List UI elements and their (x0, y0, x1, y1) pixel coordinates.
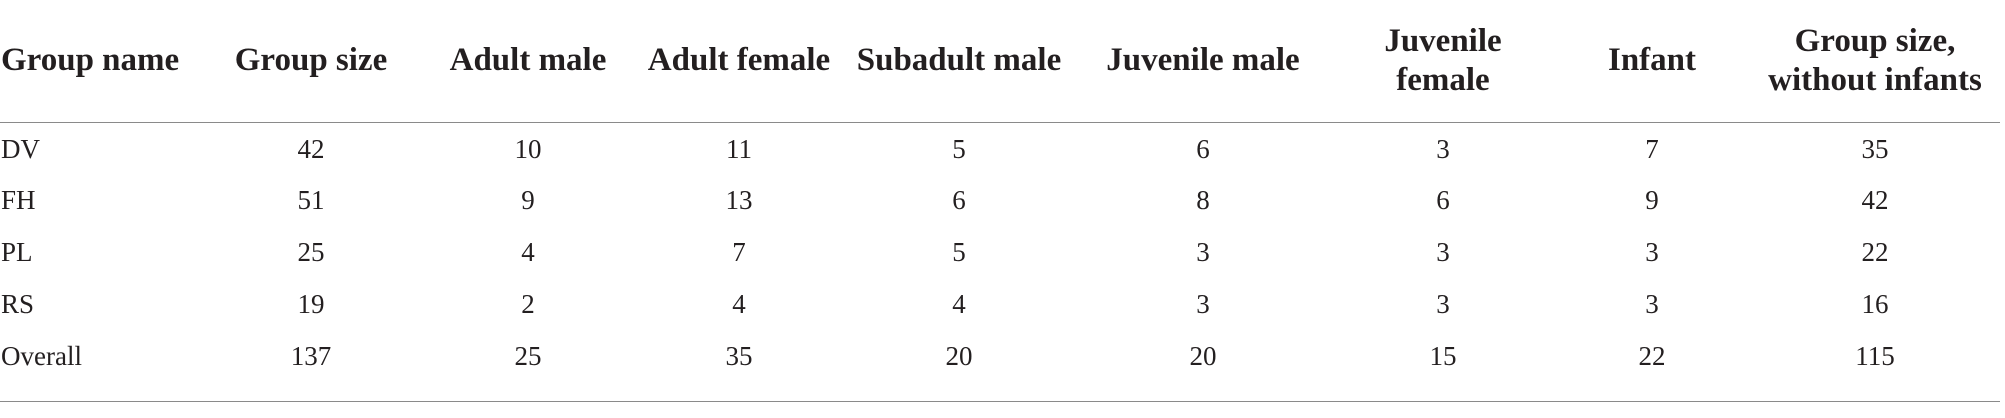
cell-juvenile-female: 6 (1436, 184, 1450, 215)
cell-group-name: PL (1, 236, 33, 267)
cell-adult-male: 25 (514, 340, 542, 371)
cell-infant: 3 (1645, 288, 1659, 319)
cell-group-size-without-infants: 16 (1861, 288, 1889, 319)
cell-juvenile-female: 3 (1436, 288, 1450, 319)
cell-juvenile-male: 20 (1189, 340, 1217, 371)
cell-subadult-male: 5 (952, 134, 966, 165)
cell-adult-male: 2 (521, 288, 535, 319)
cell-subadult-male: 20 (945, 340, 973, 371)
table-row: RS 19 2 4 4 3 3 3 16 (0, 278, 2000, 330)
group-composition-table: Group name Group size Adult male Adult f… (0, 0, 2000, 382)
cell-subadult-male: 4 (952, 288, 966, 319)
header-row: Group name Group size Adult male Adult f… (0, 0, 2000, 123)
cell-subadult-male: 5 (952, 236, 966, 267)
header-group-size-without-infants: Group size, without infants (1750, 0, 2000, 123)
table-bottom-rule (0, 401, 2000, 402)
cell-juvenile-female: 15 (1429, 340, 1457, 371)
cell-juvenile-male: 3 (1196, 288, 1210, 319)
cell-group-size: 137 (290, 340, 332, 371)
header-adult-female: Adult female (634, 0, 844, 123)
header-adult-male: Adult male (422, 0, 634, 123)
cell-juvenile-female: 3 (1436, 134, 1450, 165)
cell-group-name: Overall (1, 340, 82, 371)
cell-adult-female: 7 (732, 236, 746, 267)
table-row: DV 42 10 11 5 6 3 7 35 (0, 122, 2000, 174)
header-infant: Infant (1554, 0, 1750, 123)
table-row: PL 25 4 7 5 3 3 3 22 (0, 226, 2000, 278)
header-group-size: Group size (200, 0, 422, 123)
cell-juvenile-male: 3 (1196, 236, 1210, 267)
cell-group-name: RS (1, 288, 35, 319)
cell-group-size-without-infants: 35 (1861, 134, 1889, 165)
cell-group-size: 19 (297, 288, 325, 319)
header-subadult-male: Subadult male (844, 0, 1074, 123)
header-juvenile-male: Juvenile male (1074, 0, 1332, 123)
cell-group-size-without-infants: 115 (1855, 340, 1895, 371)
cell-adult-female: 4 (732, 288, 746, 319)
cell-infant: 22 (1638, 340, 1666, 371)
cell-infant: 9 (1645, 184, 1659, 215)
table-row: FH 51 9 13 6 8 6 9 42 (0, 174, 2000, 226)
cell-group-size: 42 (297, 134, 325, 165)
cell-adult-male: 4 (521, 236, 535, 267)
cell-adult-female: 11 (726, 134, 752, 165)
cell-juvenile-male: 6 (1196, 134, 1210, 165)
cell-infant: 3 (1645, 236, 1659, 267)
cell-group-size-without-infants: 42 (1861, 184, 1889, 215)
cell-group-size-without-infants: 22 (1861, 236, 1889, 267)
cell-group-name: DV (1, 134, 40, 165)
cell-adult-male: 10 (514, 134, 542, 165)
cell-juvenile-female: 3 (1436, 236, 1450, 267)
cell-group-name: FH (1, 184, 36, 215)
cell-group-size: 25 (297, 236, 325, 267)
cell-group-size: 51 (297, 184, 325, 215)
cell-juvenile-male: 8 (1196, 184, 1210, 215)
cell-infant: 7 (1645, 134, 1659, 165)
header-group-name: Group name (0, 0, 200, 123)
cell-adult-female: 13 (725, 184, 753, 215)
table-row: Overall 137 25 35 20 20 15 22 115 (0, 330, 2000, 382)
cell-adult-female: 35 (725, 340, 753, 371)
cell-subadult-male: 6 (952, 184, 966, 215)
cell-adult-male: 9 (521, 184, 535, 215)
header-juvenile-female: Juvenile female (1332, 0, 1554, 123)
